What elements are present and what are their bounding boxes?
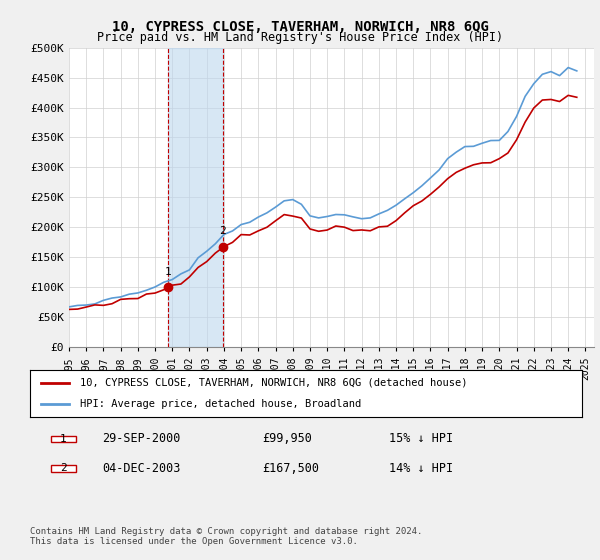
Text: £99,950: £99,950 — [262, 432, 312, 445]
Bar — [168, 48, 223, 347]
Text: 10, CYPRESS CLOSE, TAVERHAM, NORWICH, NR8 6QG (detached house): 10, CYPRESS CLOSE, TAVERHAM, NORWICH, NR… — [80, 378, 467, 388]
Text: HPI: Average price, detached house, Broadland: HPI: Average price, detached house, Broa… — [80, 399, 361, 409]
Text: Price paid vs. HM Land Registry's House Price Index (HPI): Price paid vs. HM Land Registry's House … — [97, 31, 503, 44]
FancyBboxPatch shape — [50, 436, 76, 442]
Text: 1: 1 — [164, 267, 172, 277]
Text: 2: 2 — [219, 226, 226, 236]
Text: 1: 1 — [60, 433, 67, 444]
Text: 2: 2 — [60, 463, 67, 473]
Text: 15% ↓ HPI: 15% ↓ HPI — [389, 432, 453, 445]
FancyBboxPatch shape — [50, 465, 76, 472]
Text: 10, CYPRESS CLOSE, TAVERHAM, NORWICH, NR8 6QG: 10, CYPRESS CLOSE, TAVERHAM, NORWICH, NR… — [112, 20, 488, 34]
Text: 04-DEC-2003: 04-DEC-2003 — [102, 462, 180, 475]
Text: Contains HM Land Registry data © Crown copyright and database right 2024.
This d: Contains HM Land Registry data © Crown c… — [30, 526, 422, 546]
Text: 29-SEP-2000: 29-SEP-2000 — [102, 432, 180, 445]
Text: 14% ↓ HPI: 14% ↓ HPI — [389, 462, 453, 475]
Text: £167,500: £167,500 — [262, 462, 319, 475]
